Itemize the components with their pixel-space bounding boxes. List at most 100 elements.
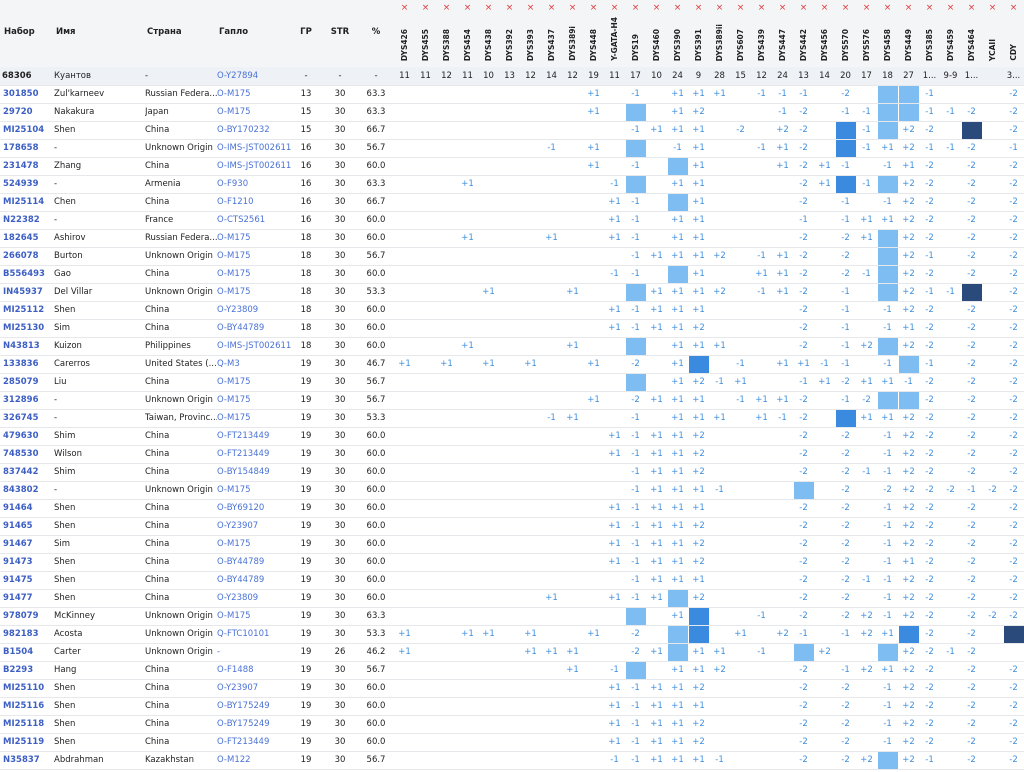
row-haplo[interactable]: O-FT213449 (217, 431, 270, 441)
remove-marker-button[interactable]: × (757, 3, 766, 13)
row-id[interactable]: 91465 (3, 521, 33, 531)
row-haplo[interactable]: O-M175 (217, 251, 251, 261)
row-id[interactable]: 837442 (3, 467, 39, 477)
row-id[interactable]: MI25110 (3, 683, 45, 693)
row-id[interactable]: 178658 (3, 143, 39, 153)
row-id[interactable]: MI25118 (3, 719, 45, 729)
row-id[interactable]: B1504 (3, 647, 34, 657)
row-haplo[interactable]: Q-FTC10101 (217, 629, 270, 639)
row-haplo[interactable]: O-BY170232 (217, 125, 270, 135)
remove-marker-button[interactable]: × (988, 3, 997, 13)
row-id[interactable]: 266078 (3, 251, 39, 261)
row-haplo[interactable]: O-M175 (217, 413, 251, 423)
row-haplo[interactable]: O-M175 (217, 107, 251, 117)
row-haplo[interactable]: O-Y23809 (217, 305, 259, 315)
row-haplo[interactable]: O-BY154849 (217, 467, 270, 477)
remove-marker-button[interactable]: × (526, 3, 535, 13)
row-id[interactable]: 29720 (3, 107, 33, 117)
row-haplo[interactable]: O-Y23907 (217, 521, 259, 531)
row-id[interactable]: 285079 (3, 377, 39, 387)
row-id[interactable]: 231478 (3, 161, 39, 171)
row-haplo[interactable]: O-M175 (217, 233, 251, 243)
remove-marker-button[interactable]: × (694, 3, 703, 13)
row-id[interactable]: 91473 (3, 557, 33, 567)
row-haplo[interactable]: O-BY175249 (217, 719, 270, 729)
row-haplo[interactable]: O-BY69120 (217, 503, 265, 513)
row-haplo[interactable]: O-M175 (217, 485, 251, 495)
row-haplo[interactable]: O-M175 (217, 269, 251, 279)
row-id[interactable]: IN45937 (3, 287, 43, 297)
row-id[interactable]: MI25104 (3, 125, 45, 135)
row-id[interactable]: 524939 (3, 179, 39, 189)
remove-marker-button[interactable]: × (568, 3, 577, 13)
remove-marker-button[interactable]: × (820, 3, 829, 13)
row-id[interactable]: 479630 (3, 431, 39, 441)
row-haplo[interactable]: Q-M3 (217, 359, 240, 369)
row-id[interactable]: MI25130 (3, 323, 45, 333)
row-haplo[interactable]: O-Y23809 (217, 593, 259, 603)
row-haplo[interactable]: O-M175 (217, 539, 251, 549)
row-haplo[interactable]: O-Y23907 (217, 683, 259, 693)
row-id[interactable]: 91475 (3, 575, 33, 585)
row-id[interactable]: MI25112 (3, 305, 45, 315)
row-haplo[interactable]: O-CTS2561 (217, 215, 266, 225)
remove-marker-button[interactable]: × (778, 3, 787, 13)
row-haplo[interactable]: O-F930 (217, 179, 249, 189)
remove-marker-button[interactable]: × (421, 3, 430, 13)
row-id[interactable]: MI25116 (3, 701, 45, 711)
remove-marker-button[interactable]: × (505, 3, 514, 13)
row-haplo[interactable]: O-IMS-JST002611 (217, 143, 292, 153)
row-id[interactable]: 312896 (3, 395, 39, 405)
row-id[interactable]: N22382 (3, 215, 40, 225)
row-haplo[interactable]: O-BY44789 (217, 323, 265, 333)
row-haplo[interactable]: O-BY175249 (217, 701, 270, 711)
remove-marker-button[interactable]: × (883, 3, 892, 13)
remove-marker-button[interactable]: × (400, 3, 409, 13)
remove-marker-button[interactable]: × (736, 3, 745, 13)
row-id[interactable]: N43813 (3, 341, 40, 351)
remove-marker-button[interactable]: × (673, 3, 682, 13)
row-haplo[interactable]: O-IMS-JST002611 (217, 341, 292, 351)
remove-marker-button[interactable]: × (463, 3, 472, 13)
remove-marker-button[interactable]: × (946, 3, 955, 13)
row-id[interactable]: MI25114 (3, 197, 45, 207)
row-haplo[interactable]: O-IMS-JST002611 (217, 161, 292, 171)
row-haplo[interactable]: O-FT213449 (217, 449, 270, 459)
remove-marker-button[interactable]: × (967, 3, 976, 13)
remove-marker-button[interactable]: × (610, 3, 619, 13)
row-haplo[interactable]: O-M175 (217, 395, 251, 405)
row-id[interactable]: 978079 (3, 611, 39, 621)
row-haplo[interactable]: O-M175 (217, 89, 251, 99)
row-id[interactable]: 843802 (3, 485, 39, 495)
row-id[interactable]: 301850 (3, 89, 39, 99)
row-id[interactable]: 133836 (3, 359, 39, 369)
row-haplo[interactable]: O-F1488 (217, 665, 254, 675)
row-haplo[interactable]: O-M122 (217, 755, 251, 765)
row-id[interactable]: 326745 (3, 413, 39, 423)
row-haplo[interactable]: O-M175 (217, 287, 251, 297)
remove-marker-button[interactable]: × (862, 3, 871, 13)
row-haplo[interactable]: - (217, 647, 221, 657)
remove-marker-button[interactable]: × (904, 3, 913, 13)
row-haplo[interactable]: O-BY44789 (217, 575, 265, 585)
row-id[interactable]: 91464 (3, 503, 33, 513)
row-id[interactable]: 182645 (3, 233, 39, 243)
remove-marker-button[interactable]: × (925, 3, 934, 13)
row-haplo[interactable]: O-BY44789 (217, 557, 265, 567)
row-id[interactable]: B556493 (3, 269, 45, 279)
row-haplo[interactable]: O-FT213449 (217, 737, 270, 747)
remove-marker-button[interactable]: × (799, 3, 808, 13)
row-id[interactable]: MI25119 (3, 737, 45, 747)
remove-marker-button[interactable]: × (715, 3, 724, 13)
remove-marker-button[interactable]: × (589, 3, 598, 13)
remove-marker-button[interactable]: × (652, 3, 661, 13)
row-id[interactable]: B2293 (3, 665, 34, 675)
remove-marker-button[interactable]: × (547, 3, 556, 13)
row-haplo[interactable]: O-M175 (217, 377, 251, 387)
remove-marker-button[interactable]: × (631, 3, 640, 13)
row-id[interactable]: 91467 (3, 539, 33, 549)
row-haplo[interactable]: O-F1210 (217, 197, 254, 207)
row-id[interactable]: 91477 (3, 593, 33, 603)
remove-marker-button[interactable]: × (841, 3, 850, 13)
row-id[interactable]: 982183 (3, 629, 39, 639)
